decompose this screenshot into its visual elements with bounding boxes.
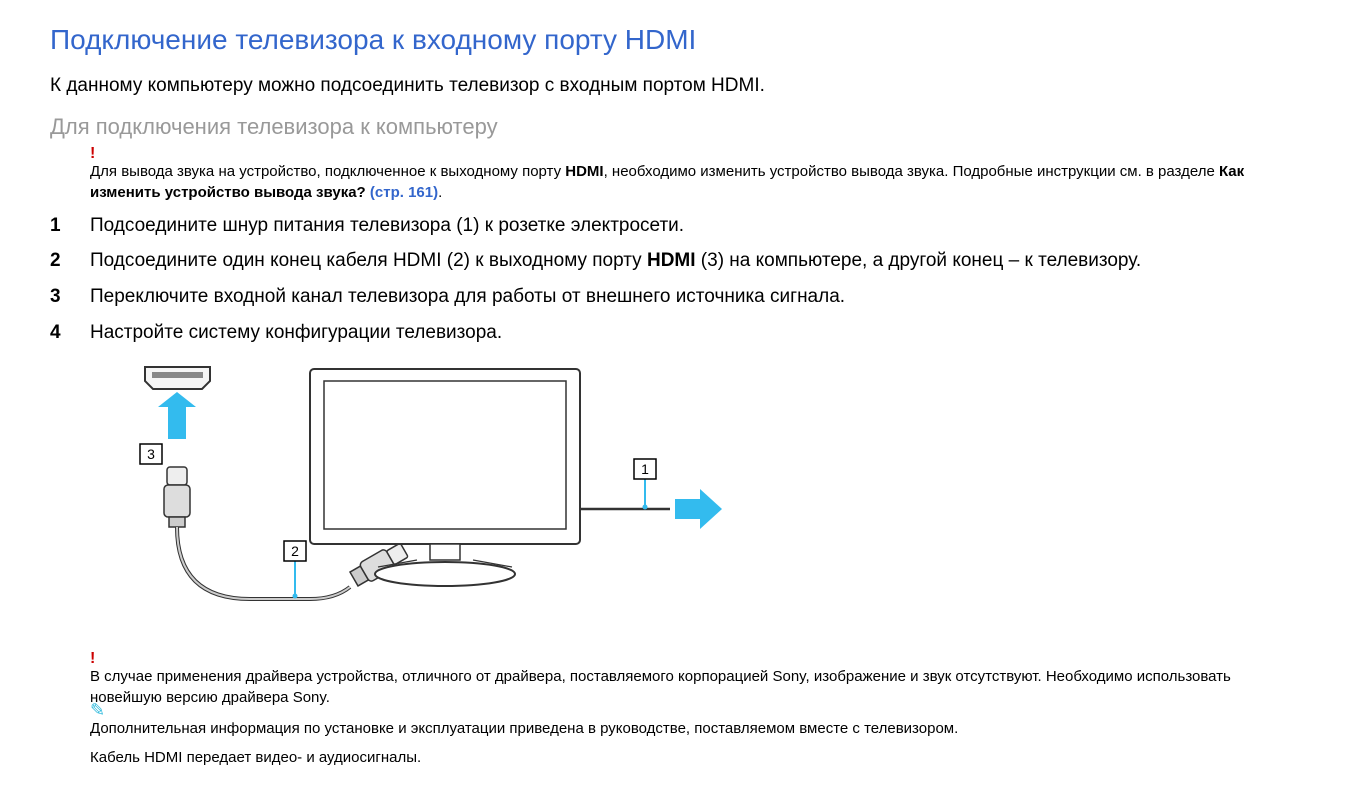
connection-diagram: 3 2	[110, 359, 1302, 646]
info-line-2: Кабель HDMI передает видео- и аудиосигна…	[90, 747, 1302, 768]
warn1-tail: .	[438, 184, 442, 201]
step-2: Подсоедините один конец кабеля HDMI (2) …	[50, 248, 1302, 274]
info-note: ✎ Дополнительная информация по установке…	[90, 718, 1302, 768]
section-subtitle: Для подключения телевизора к компьютеру	[50, 112, 1302, 143]
steps-list: Подсоедините шнур питания телевизора (1)…	[50, 213, 1302, 346]
label-1-text: 1	[641, 461, 649, 477]
warn1-bold-a: HDMI	[565, 163, 603, 180]
arrow-right-icon	[675, 489, 722, 529]
warn1-text-b: , необходимо изменить устройство вывода …	[604, 163, 1219, 180]
hdmi-port-icon	[145, 367, 210, 389]
step-4: Настройте систему конфигурации телевизор…	[50, 320, 1302, 346]
tv-icon	[310, 369, 580, 586]
warning-note-2: ! В случае применения драйвера устройств…	[90, 666, 1302, 708]
warning-note-1: ! Для вывода звука на устройство, подклю…	[90, 161, 1302, 203]
step-1: Подсоедините шнур питания телевизора (1)…	[50, 213, 1302, 239]
arrow-up-icon	[158, 392, 196, 439]
warn2-text: В случае применения драйвера устройства,…	[90, 668, 1231, 706]
step-2c: (3) на компьютере, а другой конец – к те…	[696, 250, 1142, 271]
label-2-dot	[293, 594, 298, 599]
step-2b: HDMI	[647, 250, 696, 271]
hdmi-connector-icon	[164, 467, 190, 527]
step-3: Переключите входной канал телевизора для…	[50, 284, 1302, 310]
intro-text: К данному компьютеру можно подсоединить …	[50, 73, 1302, 100]
label-1-dot	[643, 505, 648, 510]
pen-icon: ✎	[90, 698, 105, 723]
warning-icon-2: !	[90, 648, 95, 670]
step-2a: Подсоедините один конец кабеля HDMI (2) …	[90, 250, 647, 271]
info-line-1: Дополнительная информация по установке и…	[90, 718, 1302, 739]
page-ref-link[interactable]: (стр. 161)	[370, 184, 438, 201]
diagram-svg: 3 2	[110, 359, 730, 639]
warn1-text-a: Для вывода звука на устройство, подключе…	[90, 163, 565, 180]
label-3-text: 3	[147, 446, 155, 462]
label-2-text: 2	[291, 543, 299, 559]
warning-icon: !	[90, 143, 95, 165]
page-title: Подключение телевизора к входному порту …	[50, 20, 1302, 59]
